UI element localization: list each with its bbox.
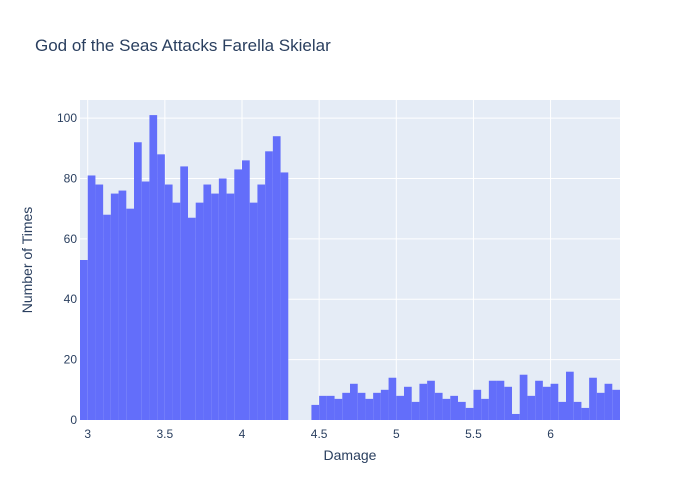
histogram-bar — [188, 217, 196, 420]
y-tick-label: 40 — [64, 292, 78, 306]
histogram-bar — [234, 169, 242, 420]
histogram-bar — [350, 383, 358, 420]
histogram-bar — [388, 377, 397, 420]
x-tick-label: 3 — [84, 427, 91, 441]
histogram-bar — [242, 160, 250, 420]
y-tick-label: 20 — [64, 353, 78, 367]
x-tick-label: 4 — [239, 427, 246, 441]
histogram-bar — [87, 175, 96, 420]
x-tick-label: 5 — [393, 427, 400, 441]
histogram-bar — [442, 398, 451, 420]
histogram-bar — [450, 395, 458, 420]
x-tick-label: 4.5 — [311, 427, 328, 441]
histogram-bar — [195, 202, 204, 420]
histogram-bar — [504, 386, 512, 420]
histogram-bar — [380, 389, 389, 420]
histogram-bar — [211, 193, 219, 420]
histogram-bar — [473, 389, 482, 420]
histogram-bar — [80, 260, 88, 420]
x-tick-label: 5.5 — [465, 427, 482, 441]
histogram-bar — [110, 193, 119, 420]
histogram-bar — [419, 383, 428, 420]
histogram-bar — [396, 395, 404, 420]
histogram-bar — [604, 383, 613, 420]
y-tick-label: 0 — [70, 413, 77, 427]
histogram-bar — [573, 401, 582, 420]
x-axis-title: Damage — [324, 447, 377, 463]
histogram-bars — [80, 115, 620, 421]
y-axis-ticks: 0 20 40 60 80 100 — [57, 111, 77, 427]
y-axis-title: Number of Times — [19, 207, 35, 314]
histogram-bar — [496, 380, 505, 420]
histogram-bar — [612, 389, 620, 420]
histogram-bar — [458, 401, 466, 420]
histogram-bar — [141, 181, 150, 420]
histogram-bar — [465, 407, 474, 420]
chart-title: God of the Seas Attacks Farella Skielar — [35, 36, 331, 55]
histogram-bar — [589, 377, 597, 420]
histogram-bar — [126, 208, 134, 420]
histogram-bar — [149, 115, 158, 421]
histogram-bar — [535, 380, 543, 420]
histogram-bar — [357, 392, 366, 420]
histogram-bar — [566, 371, 574, 420]
histogram-bar — [265, 151, 273, 421]
y-tick-label: 80 — [64, 171, 78, 185]
histogram-bar — [550, 383, 559, 420]
histogram-bar — [164, 184, 173, 420]
histogram-bar — [95, 184, 104, 420]
histogram-bar — [365, 398, 374, 420]
histogram-bar — [272, 136, 281, 420]
histogram-bar — [180, 166, 188, 420]
histogram-bar — [172, 202, 181, 420]
histogram-bar — [326, 395, 335, 420]
histogram-bar — [527, 395, 536, 420]
histogram-bar — [542, 386, 551, 420]
y-tick-label: 100 — [57, 111, 77, 125]
histogram-bar — [319, 395, 327, 420]
histogram-bar — [434, 392, 443, 420]
x-tick-label: 6 — [547, 427, 554, 441]
histogram-bar — [118, 190, 127, 420]
histogram-bar — [311, 404, 320, 420]
histogram-bar — [411, 401, 420, 420]
histogram-bar — [427, 380, 435, 420]
histogram-bar — [218, 178, 227, 420]
y-tick-label: 60 — [64, 232, 78, 246]
x-tick-label: 3.5 — [157, 427, 174, 441]
histogram-bar — [512, 413, 520, 420]
histogram-bar — [103, 214, 111, 420]
histogram-bar — [581, 407, 590, 420]
x-axis-ticks: 3 3.5 4 4.5 5 5.5 6 — [84, 427, 554, 441]
histogram-bar — [596, 392, 605, 420]
histogram-bar — [342, 392, 350, 420]
histogram-bar — [257, 184, 266, 420]
histogram-bar — [481, 398, 489, 420]
histogram-bar — [373, 392, 381, 420]
histogram-bar — [404, 386, 412, 420]
histogram-bar — [519, 374, 528, 420]
histogram-bar — [157, 154, 165, 420]
histogram-bar — [203, 184, 212, 420]
histogram-bar — [134, 142, 142, 420]
histogram-bar — [226, 193, 235, 420]
histogram-bar — [488, 380, 497, 420]
histogram-bar — [558, 401, 566, 420]
histogram-bar — [280, 172, 289, 420]
histogram-bar — [334, 398, 343, 420]
histogram-bar — [249, 202, 258, 420]
